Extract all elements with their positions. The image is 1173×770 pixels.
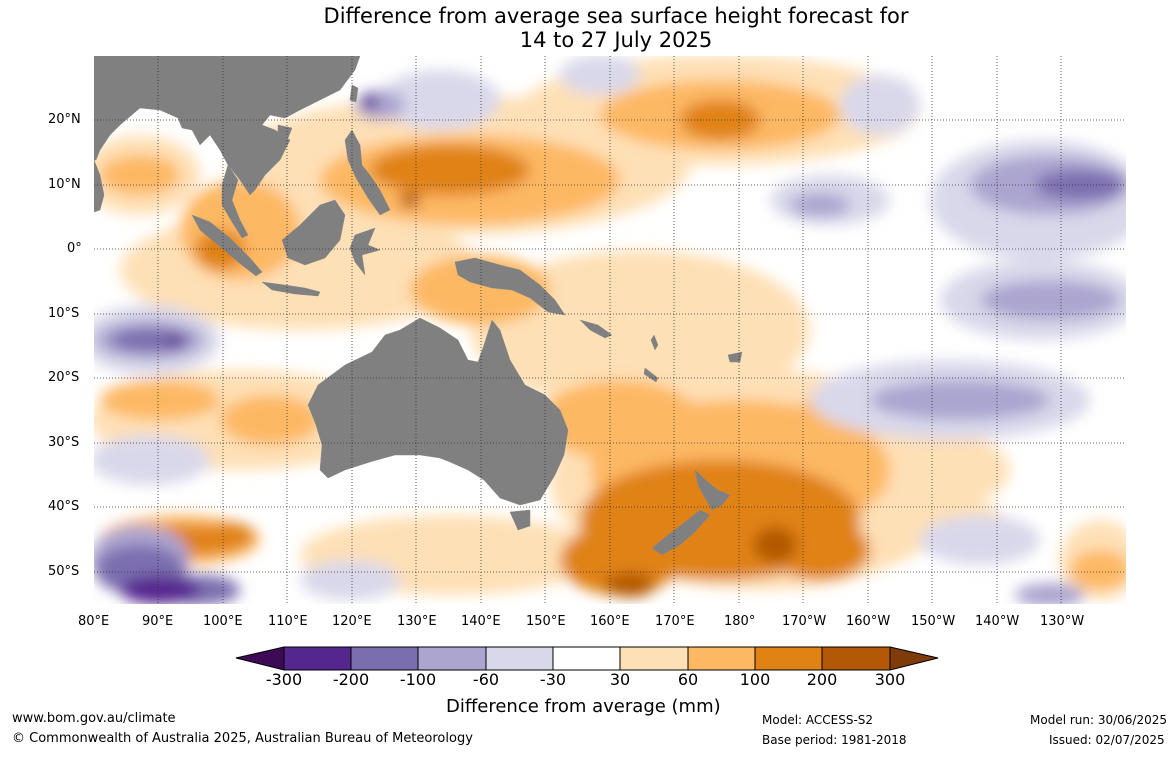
lat-label-20s: 20°S (48, 370, 80, 385)
colorbar-min-arrow (235, 646, 285, 671)
title-line-2: 14 to 27 July 2025 (519, 28, 713, 52)
colorbar-bin-3 (417, 646, 487, 671)
land-sumatra (191, 214, 263, 277)
lat-label-10s: 10°S (48, 306, 80, 321)
colorbar-tick-label: -60 (472, 670, 500, 689)
colorbar-tick-label: -200 (332, 670, 370, 689)
land-tasmania (509, 509, 531, 531)
model-run-date: Model run: 30/06/2025 (1030, 713, 1168, 727)
positive-60-100-regions (100, 80, 1126, 590)
website-link[interactable]: www.bom.gov.au/climate (12, 711, 176, 726)
land-new-guinea (454, 257, 566, 316)
base-period: Base period: 1981-2018 (762, 733, 907, 747)
lon-label-150e: 150°E (526, 614, 566, 629)
copyright-notice: © Commonwealth of Australia 2025, Austra… (12, 731, 473, 746)
lat-label-equator: 0° (67, 241, 82, 256)
colorbar (235, 646, 939, 671)
lat-label-50s: 50°S (48, 564, 80, 579)
colorbar-tick-label: 30 (609, 670, 631, 689)
lon-label-170w: 170°W (782, 614, 827, 629)
anomaly-field (94, 56, 1126, 604)
lon-label-90e: 90°E (142, 614, 174, 629)
colorbar-tick-label: 200 (806, 670, 838, 689)
map-title: Difference from average sea surface heig… (0, 4, 1173, 52)
land-new-caledonia (643, 367, 659, 383)
colorbar-max-arrow (889, 646, 939, 671)
colorbar-title: Difference from average (mm) (446, 696, 721, 717)
colorbar-bin-2 (350, 646, 419, 671)
colorbar-bin-1 (283, 646, 352, 671)
negative-200-300-regions (120, 94, 378, 604)
land-java (261, 281, 321, 297)
land-new-zealand-south (651, 509, 711, 556)
land-sulawesi (349, 227, 381, 276)
land-malay-peninsula (221, 164, 249, 239)
lon-label-120e: 120°E (332, 614, 372, 629)
land-hainan (277, 124, 293, 139)
colorbar-tick-label: 300 (874, 670, 906, 689)
colorbar-tick-label: 100 (739, 670, 771, 689)
lat-label-40s: 40°S (48, 499, 80, 514)
lon-label-150w: 150°W (911, 614, 956, 629)
colorbar-tick-label: 60 (677, 670, 699, 689)
lon-label-140w: 140°W (975, 614, 1020, 629)
land-borneo (281, 199, 346, 266)
land-fiji (727, 351, 743, 363)
lat-label-10n: 10°N (48, 177, 81, 192)
lon-label-80e: 80°E (78, 614, 110, 629)
land-asia (94, 56, 361, 196)
positive-200-300-regions (400, 192, 797, 597)
colorbar-bin-4 (485, 646, 554, 671)
colorbar-tick-label: -300 (265, 670, 303, 689)
graticule (94, 56, 1126, 604)
land (94, 56, 743, 556)
land-vanuatu (650, 334, 659, 351)
model-name: Model: ACCESS-S2 (762, 713, 874, 727)
title-line-1: Difference from average sea surface heig… (323, 4, 909, 28)
lon-label-180: 180° (724, 614, 756, 629)
land-solomon-islands (579, 319, 613, 339)
lon-label-160w: 160°W (846, 614, 891, 629)
lon-label-130e: 130°E (397, 614, 437, 629)
land-australia (307, 317, 569, 506)
issued-date: Issued: 02/07/2025 (1049, 733, 1165, 747)
colorbar-tick-label: -100 (399, 670, 437, 689)
lon-label-100e: 100°E (203, 614, 243, 629)
colorbar-bin-7 (687, 646, 756, 671)
lon-label-110e: 110°E (268, 614, 308, 629)
land-new-zealand-north (694, 469, 731, 511)
lon-label-140e: 140°E (461, 614, 501, 629)
lat-label-30s: 30°S (48, 435, 80, 450)
lon-label-160e: 160°E (590, 614, 630, 629)
land-philippines (344, 129, 391, 216)
lat-label-20n: 20°N (48, 112, 81, 127)
colorbar-bin-9 (821, 646, 891, 671)
colorbar-bin-8 (754, 646, 823, 671)
lon-label-130w: 130°W (1040, 614, 1085, 629)
lon-label-170e: 170°E (655, 614, 695, 629)
colorbar-bin-5 (552, 646, 621, 671)
colorbar-tick-label: -30 (539, 670, 567, 689)
colorbar-bin-6 (619, 646, 689, 671)
land-india-south (94, 159, 105, 213)
